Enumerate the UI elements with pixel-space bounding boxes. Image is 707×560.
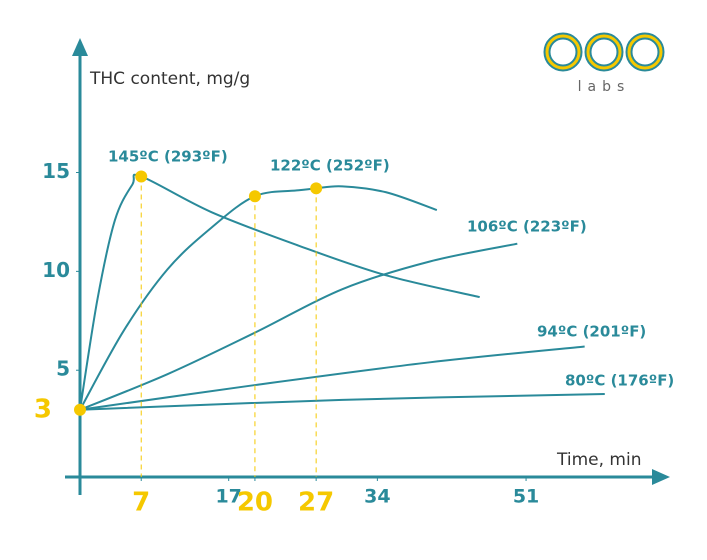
marker [135,170,148,183]
line [79,242,518,411]
line [79,185,438,411]
marker [74,403,86,416]
line [79,345,585,411]
y-tick-label: 10 [42,258,70,282]
y-axis-arrow [72,38,88,56]
y-tick-label: 15 [42,159,70,183]
logo-ring [627,34,663,70]
series-label: 122ºC (252ºF) [270,157,390,175]
x-tick-label: 7 [132,488,150,518]
x-tick-label: 34 [364,486,390,508]
logo-ring [586,34,622,70]
marker [248,190,261,203]
y-tick-label: 3 [34,394,52,424]
x-tick-label: 20 [237,488,273,518]
line [79,392,605,411]
x-axis-arrow [652,469,670,485]
series-label: 94ºC (201ºF) [537,323,646,341]
logo-ring [545,34,581,70]
series-label: 80ºC (176ºF) [565,372,674,390]
x-tick-label: 27 [298,488,334,518]
series-label: 106ºC (223ºF) [467,218,587,236]
logo-text: labs [578,79,631,95]
x-axis-label: Time, min [556,450,641,470]
x-tick-label: 17 [215,486,241,508]
marker [310,182,323,195]
line [79,173,480,410]
y-axis-label: THC content, mg/g [89,69,250,89]
logo: labs [543,32,665,95]
series-label: 145ºC (293ºF) [108,148,228,166]
x-tick-label: 51 [513,486,539,508]
y-tick-label: 5 [56,357,70,381]
